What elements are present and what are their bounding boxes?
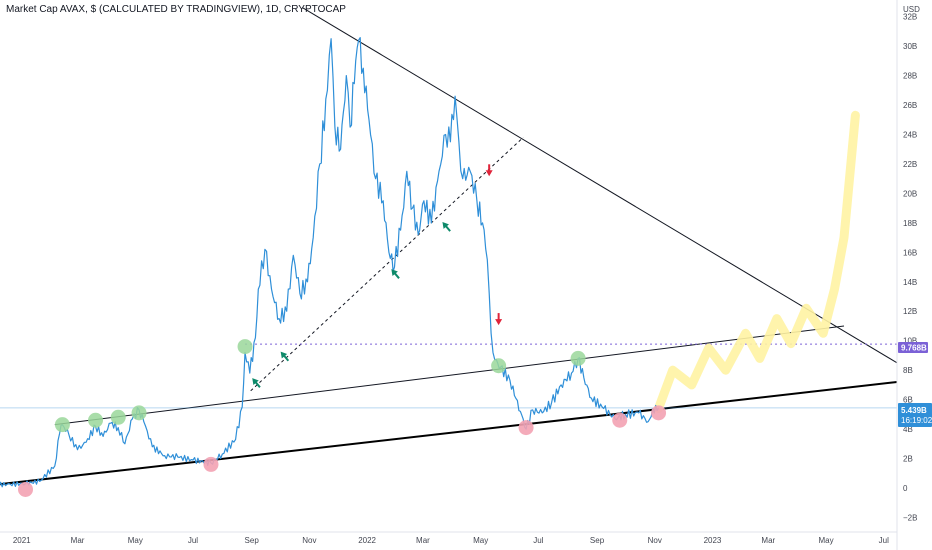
rising-channel-line: [54, 325, 845, 426]
price-tick-label: 14B: [903, 278, 917, 287]
green-marker: [570, 350, 586, 366]
price-tick-label: 28B: [903, 72, 917, 81]
dashed-trendline: [250, 137, 524, 392]
price-axis[interactable]: 32B 30B 28B 26B 24B 22B 20B 18B 16B 14B 12B 10B 8B 6B…: [903, 13, 917, 523]
time-axis[interactable]: 2021 Mar May Jul Sep Nov 2022 Mar May Jul Sep Nov 20…: [13, 536, 889, 545]
red-marker: [18, 481, 34, 497]
red-marker: [651, 405, 667, 421]
time-tick-label: May: [818, 536, 833, 545]
price-tick-label: 20B: [903, 189, 917, 198]
up-arrow-head: [442, 221, 449, 229]
trendlines: [0, 7, 898, 486]
up-arrow-head: [252, 378, 259, 385]
time-tick-label: May: [473, 536, 488, 545]
time-tick-label: 2022: [358, 536, 376, 545]
price-tick-label: 22B: [903, 160, 917, 169]
price-tick-label: 18B: [903, 219, 917, 228]
time-tick-label: Jul: [533, 536, 543, 545]
market-cap-line: [0, 37, 660, 488]
time-tick-label: 2023: [704, 536, 722, 545]
up-arrow-head: [280, 351, 288, 359]
markers: [18, 339, 667, 497]
up-arrow-icon: [280, 351, 290, 362]
price-tick-label: 12B: [903, 307, 917, 316]
price-tick-label: 0: [903, 484, 908, 493]
up-arrow-icon: [391, 269, 400, 279]
price-tick-label: 8B: [903, 366, 913, 375]
green-marker: [237, 339, 253, 355]
price-tick-label: 32B: [903, 13, 917, 22]
time-tick-label: Jul: [188, 536, 198, 545]
time-tick-label: Nov: [302, 536, 316, 545]
price-tick-label: 6B: [903, 396, 913, 405]
green-marker: [110, 409, 126, 425]
green-marker: [131, 405, 147, 421]
price-tick-label: 2B: [903, 455, 913, 464]
red-marker: [612, 412, 628, 428]
currency-label: USD: [903, 5, 920, 14]
price-tick-label: 26B: [903, 101, 917, 110]
up-arrow-head: [391, 269, 398, 276]
green-marker: [54, 417, 70, 433]
upper-trendline: [302, 7, 898, 364]
up-arrow-icon: [442, 221, 451, 232]
price-tick-label: 24B: [903, 130, 917, 139]
time-tick-label: Jul: [879, 536, 889, 545]
green-marker: [491, 358, 507, 374]
svg-text:9.768B: 9.768B: [901, 344, 927, 353]
time-tick-label: May: [128, 536, 143, 545]
green-marker: [88, 412, 104, 428]
current-value-label: 5.439B 16:19:02: [898, 403, 932, 427]
time-tick-label: 2021: [13, 536, 31, 545]
time-tick-label: Sep: [590, 536, 605, 545]
price-tick-label: −2B: [903, 513, 917, 522]
price-tick-label: 30B: [903, 42, 917, 51]
series-line: [0, 37, 660, 488]
projection-path: [654, 110, 860, 413]
svg-text:5.439B: 5.439B: [901, 406, 927, 415]
arrows: [252, 164, 503, 388]
time-tick-label: Mar: [416, 536, 430, 545]
down-arrow-icon: [485, 164, 493, 177]
down-arrow-head: [485, 170, 493, 177]
price-tick-label: 4B: [903, 425, 913, 434]
lower-support-line: [0, 380, 898, 486]
up-arrow-icon: [252, 378, 261, 388]
time-tick-label: Mar: [761, 536, 775, 545]
time-tick-label: Sep: [245, 536, 260, 545]
projection-line: [654, 110, 860, 413]
time-tick-label: Nov: [648, 536, 662, 545]
chart-title: Market Cap AVAX, $ (CALCULATED BY TRADIN…: [6, 4, 346, 15]
price-tick-label: 16B: [903, 248, 917, 257]
svg-text:16:19:02: 16:19:02: [901, 416, 932, 425]
red-marker: [518, 420, 534, 436]
down-arrow-head: [495, 319, 503, 326]
red-marker: [203, 456, 219, 472]
price-tick-label: 10B: [903, 337, 917, 346]
level-value-label: 9.768B: [898, 342, 928, 353]
time-tick-label: Mar: [71, 536, 85, 545]
down-arrow-icon: [495, 313, 503, 326]
